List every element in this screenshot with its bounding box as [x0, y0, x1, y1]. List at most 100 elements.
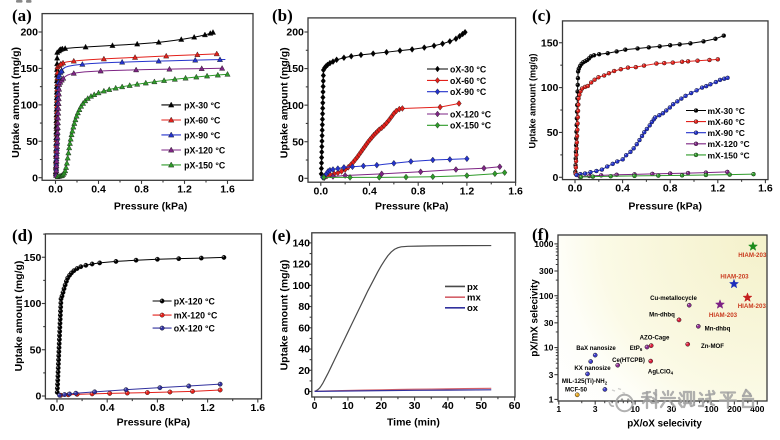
- svg-text:0.8: 0.8: [134, 183, 149, 195]
- svg-text:Uptake amount (mg/g): Uptake amount (mg/g): [13, 261, 25, 372]
- svg-text:HIAM-203: HIAM-203: [720, 274, 749, 281]
- svg-text:Pressure (kPa): Pressure (kPa): [114, 201, 188, 213]
- svg-text:1.6: 1.6: [508, 185, 523, 197]
- svg-text:1.6: 1.6: [220, 183, 235, 195]
- svg-text:Cu-metallocycle: Cu-metallocycle: [650, 295, 697, 302]
- svg-text:0: 0: [312, 400, 318, 412]
- svg-text:100: 100: [20, 99, 38, 111]
- svg-text:0.8: 0.8: [411, 185, 426, 197]
- svg-text:pX-60 °C: pX-60 °C: [184, 115, 221, 125]
- svg-text:300: 300: [539, 266, 554, 276]
- svg-text:mX-150 °C: mX-150 °C: [708, 150, 750, 160]
- svg-text:pX-120 °C: pX-120 °C: [184, 145, 226, 155]
- svg-text:150: 150: [286, 63, 304, 75]
- svg-text:200: 200: [20, 27, 38, 39]
- svg-text:30: 30: [409, 400, 421, 412]
- svg-text:Pressure (kPa): Pressure (kPa): [375, 201, 449, 213]
- svg-text:3: 3: [549, 370, 554, 380]
- svg-text:0: 0: [32, 172, 38, 184]
- svg-text:mX-30 °C: mX-30 °C: [708, 106, 745, 116]
- svg-text:200: 200: [286, 27, 304, 39]
- svg-text:EtP6: EtP6: [630, 345, 643, 352]
- svg-text:400: 400: [750, 404, 765, 414]
- svg-text:0: 0: [304, 386, 310, 398]
- svg-text:mX-60 °C: mX-60 °C: [708, 117, 745, 127]
- svg-text:60: 60: [298, 322, 310, 334]
- svg-text:AZO-Cage: AZO-Cage: [640, 334, 670, 341]
- svg-text:100: 100: [704, 404, 719, 414]
- svg-text:200: 200: [727, 404, 742, 414]
- svg-text:50: 50: [292, 136, 304, 148]
- svg-text:pX/oX selecivity: pX/oX selecivity: [627, 419, 702, 430]
- svg-text:3: 3: [593, 404, 598, 414]
- svg-text:oX-120 °C: oX-120 °C: [450, 109, 492, 119]
- svg-text:(b): (b): [272, 6, 293, 25]
- svg-text:1.2: 1.2: [200, 402, 215, 414]
- svg-text:pX-90 °C: pX-90 °C: [184, 130, 221, 140]
- svg-text:oX-60 °C: oX-60 °C: [450, 76, 487, 86]
- svg-text:pX-30 °C: pX-30 °C: [184, 100, 221, 110]
- svg-text:oX-120 °C: oX-120 °C: [174, 324, 216, 334]
- svg-text:0.8: 0.8: [663, 183, 678, 195]
- svg-text:50: 50: [30, 344, 42, 356]
- svg-text:oX-90 °C: oX-90 °C: [450, 87, 487, 97]
- svg-text:1000: 1000: [534, 239, 553, 249]
- svg-text:1.6: 1.6: [758, 183, 773, 195]
- svg-text:mX-120 °C: mX-120 °C: [708, 139, 750, 149]
- svg-text:30: 30: [544, 318, 554, 328]
- svg-text:Uptake amount (mg/g): Uptake amount (mg/g): [278, 47, 290, 158]
- svg-text:KX nanosize: KX nanosize: [574, 365, 611, 372]
- svg-text:Zn-MOF: Zn-MOF: [701, 343, 724, 350]
- svg-text:Time (min): Time (min): [387, 417, 440, 429]
- svg-text:HIAM-203: HIAM-203: [738, 303, 767, 310]
- svg-text:150: 150: [541, 37, 559, 49]
- svg-text:Mn-dhbq: Mn-dhbq: [649, 312, 675, 319]
- svg-text:100: 100: [539, 291, 554, 301]
- svg-text:1.2: 1.2: [460, 185, 475, 197]
- svg-text:MIL-125(Ti)-NH2: MIL-125(Ti)-NH2: [562, 378, 608, 385]
- svg-text:Uptake amount (mg/g): Uptake amount (mg/g): [279, 260, 291, 371]
- svg-text:(d): (d): [12, 226, 33, 245]
- svg-text:pX/mX selecivity: pX/mX selecivity: [530, 279, 541, 357]
- svg-text:50: 50: [475, 400, 487, 412]
- svg-text:HIAM-203: HIAM-203: [738, 252, 767, 259]
- svg-text:(c): (c): [532, 6, 551, 25]
- svg-text:px: px: [467, 282, 479, 293]
- svg-text:50: 50: [547, 127, 559, 139]
- svg-text:40: 40: [298, 344, 310, 356]
- svg-text:80: 80: [298, 301, 310, 313]
- svg-text:1.6: 1.6: [250, 402, 265, 414]
- svg-text:140: 140: [292, 238, 310, 250]
- svg-text:0.4: 0.4: [615, 183, 630, 195]
- svg-text:Pressure (kPa): Pressure (kPa): [628, 201, 702, 213]
- svg-text:mX-90 °C: mX-90 °C: [708, 128, 745, 138]
- svg-text:1: 1: [556, 404, 561, 414]
- svg-text:100: 100: [541, 82, 559, 94]
- svg-text:1: 1: [549, 395, 554, 405]
- svg-text:0.4: 0.4: [362, 185, 377, 197]
- svg-text:0: 0: [553, 172, 559, 184]
- svg-text:0.4: 0.4: [91, 183, 106, 195]
- svg-text:50: 50: [26, 136, 38, 148]
- svg-text:BaX nanosize: BaX nanosize: [576, 345, 616, 352]
- svg-text:pX-150 °C: pX-150 °C: [184, 160, 226, 170]
- svg-text:1.2: 1.2: [710, 183, 725, 195]
- svg-text:0: 0: [35, 391, 41, 403]
- svg-text:100: 100: [286, 100, 304, 112]
- svg-text:0: 0: [298, 173, 304, 185]
- svg-text:0.0: 0.0: [50, 402, 65, 414]
- svg-text:10: 10: [342, 400, 354, 412]
- svg-text:0.8: 0.8: [150, 402, 165, 414]
- svg-text:MCF-50: MCF-50: [565, 387, 588, 394]
- svg-text:20: 20: [375, 400, 387, 412]
- svg-text:40: 40: [442, 400, 454, 412]
- svg-text:0.0: 0.0: [568, 183, 583, 195]
- svg-text:mx: mx: [467, 293, 481, 304]
- svg-text:Pressure (kPa): Pressure (kPa): [117, 417, 191, 429]
- svg-text:(a): (a): [12, 6, 32, 25]
- svg-text:1.2: 1.2: [177, 183, 192, 195]
- svg-text:(f): (f): [532, 225, 549, 244]
- svg-text:Uptake amount (mg/g): Uptake amount (mg/g): [528, 53, 538, 148]
- svg-text:(e): (e): [272, 226, 291, 245]
- svg-text:oX-30 °C: oX-30 °C: [450, 64, 487, 74]
